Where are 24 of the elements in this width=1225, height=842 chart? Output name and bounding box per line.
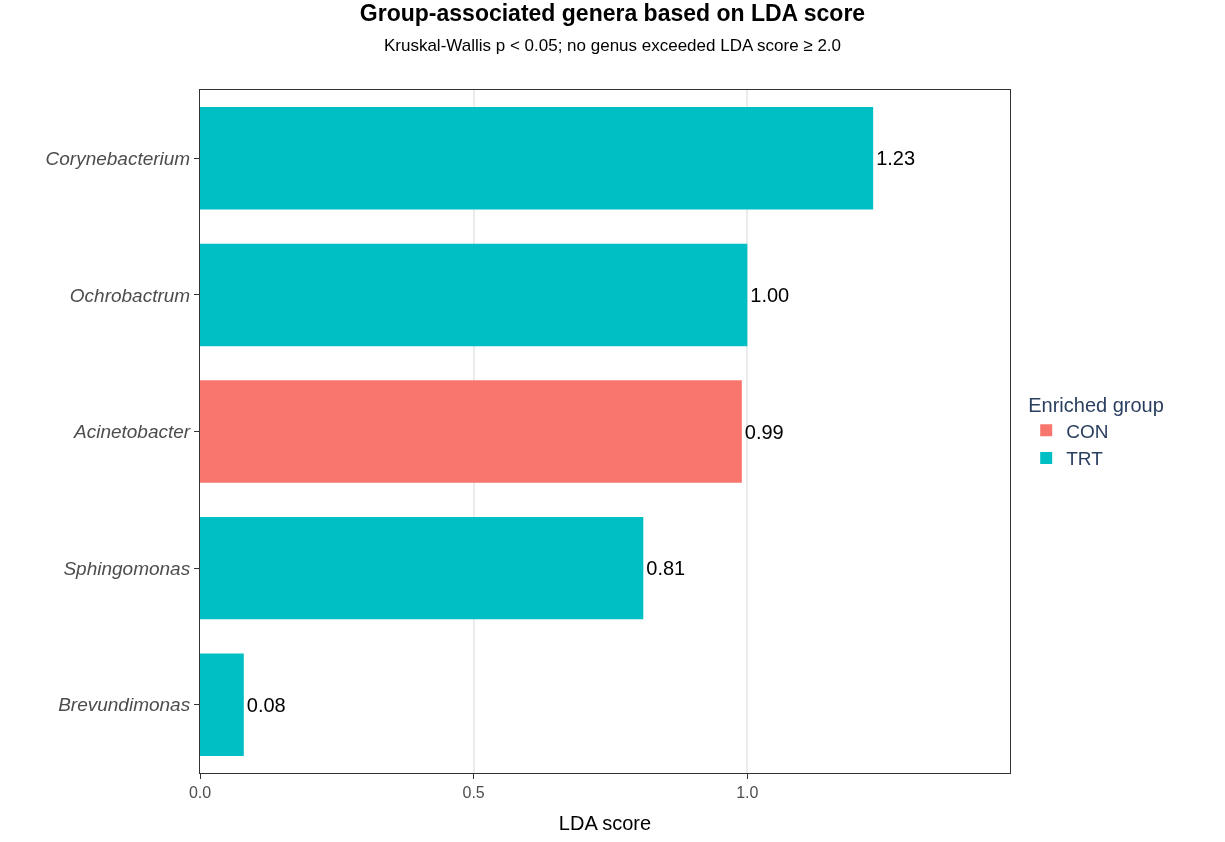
bar (200, 243, 748, 347)
bar (200, 653, 244, 756)
bar (200, 516, 644, 620)
bar (200, 107, 874, 210)
x-tick-label: 0.5 (462, 784, 485, 802)
legend-label: CON (1066, 420, 1109, 442)
chart-subtitle: Kruskal-Wallis p < 0.05; no genus exceeded LDA score ≥ 2.0 (383, 35, 842, 55)
legend-label: TRT (1066, 448, 1104, 470)
y-tick-label: Corynebacterium (45, 147, 191, 169)
text: 0.08 (246, 693, 286, 716)
text: 1.00 (750, 283, 790, 306)
y-tick-label: Sphingomonas (63, 557, 191, 579)
text: 0.81 (646, 557, 686, 580)
x-tick-label: 0.0 (188, 784, 212, 802)
x-axis-title: LDA score (558, 811, 652, 834)
chart-title: Group-associated genera based on LDA score (359, 0, 866, 27)
legend-title: Enriched group (1028, 393, 1164, 416)
y-tick-label: Ochrobactrum (69, 284, 191, 306)
x-tick-label: 1.0 (736, 784, 759, 802)
text: 0.99 (744, 420, 784, 443)
text: 1.23 (876, 147, 916, 170)
y-tick-label: Acinetobacter (73, 421, 191, 443)
bar (200, 380, 742, 483)
y-tick-label: Brevundimonas (58, 694, 191, 716)
